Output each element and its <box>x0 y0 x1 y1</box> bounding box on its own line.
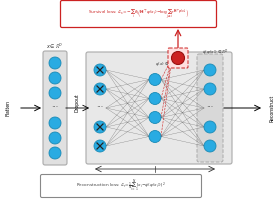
Text: $\tilde{\varphi}(\varphi(x))\in\mathbb{R}^D$: $\tilde{\varphi}(\varphi(x))\in\mathbb{R… <box>202 48 228 58</box>
Circle shape <box>49 57 61 69</box>
FancyBboxPatch shape <box>60 0 216 27</box>
Circle shape <box>171 51 185 64</box>
Text: $\varphi(x)\in\mathbb{R}^h$: $\varphi(x)\in\mathbb{R}^h$ <box>155 59 175 70</box>
Circle shape <box>149 130 161 142</box>
FancyBboxPatch shape <box>197 54 223 162</box>
Text: Survival loss: $\mathcal{L}_s\!=\!-\!\sum_i\delta_i\!\left(\mathbf{H}^\top\!\var: Survival loss: $\mathcal{L}_s\!=\!-\!\su… <box>88 7 189 21</box>
Text: Reconstruct: Reconstruct <box>269 94 274 122</box>
Circle shape <box>49 87 61 99</box>
FancyBboxPatch shape <box>168 48 188 68</box>
Circle shape <box>94 64 106 76</box>
Text: ···: ··· <box>96 104 104 112</box>
Circle shape <box>94 140 106 152</box>
Circle shape <box>49 147 61 159</box>
Text: $x\in\mathbb{R}^D$: $x\in\mathbb{R}^D$ <box>46 42 64 51</box>
Circle shape <box>49 132 61 144</box>
Circle shape <box>149 112 161 123</box>
Text: Flatten: Flatten <box>6 100 11 116</box>
Circle shape <box>49 72 61 84</box>
Circle shape <box>149 92 161 104</box>
Circle shape <box>49 117 61 129</box>
FancyBboxPatch shape <box>43 51 67 165</box>
Circle shape <box>94 83 106 95</box>
Circle shape <box>94 121 106 133</box>
Circle shape <box>204 83 216 95</box>
Circle shape <box>149 73 161 86</box>
Text: $\varphi(x):\mathbb{R}^D\!\rightarrow\!\mathbb{R}^h$: $\varphi(x):\mathbb{R}^D\!\rightarrow\!\… <box>115 173 141 183</box>
Circle shape <box>204 64 216 76</box>
Text: Reconstruction loss: $\mathcal{L}_r\!=\!\frac{1}{N}\!\sum_{i=1}^N\!\left|x_i\!-\: Reconstruction loss: $\mathcal{L}_r\!=\!… <box>76 178 166 194</box>
Text: Dropout: Dropout <box>75 94 80 112</box>
Text: $\tilde{\varphi}(\varphi(x)):\mathbb{R}^h\!\rightarrow\!\mathbb{R}^D$: $\tilde{\varphi}(\varphi(x)):\mathbb{R}^… <box>167 173 198 183</box>
Text: ···: ··· <box>206 104 214 112</box>
FancyBboxPatch shape <box>41 174 202 198</box>
Text: DECODER: DECODER <box>172 178 193 182</box>
FancyBboxPatch shape <box>86 52 232 164</box>
Text: ···: ··· <box>52 104 59 112</box>
Circle shape <box>204 121 216 133</box>
Circle shape <box>204 140 216 152</box>
Text: ENCODER: ENCODER <box>117 178 138 182</box>
